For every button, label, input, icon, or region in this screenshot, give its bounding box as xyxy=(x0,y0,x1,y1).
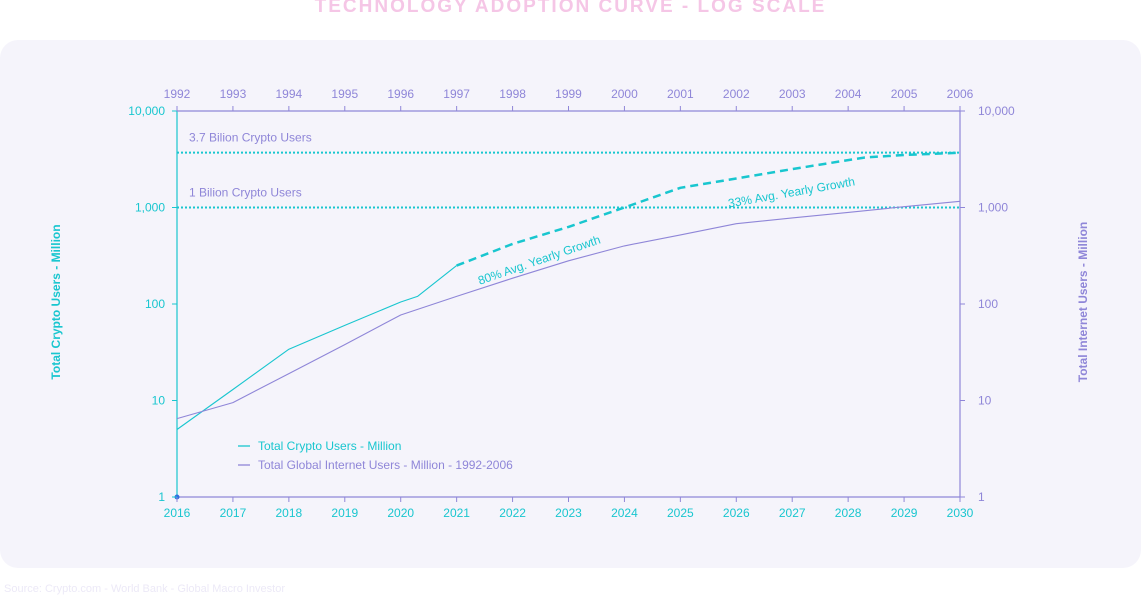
top-tick-label: 1992 xyxy=(164,87,191,101)
bottom-tick-label: 2019 xyxy=(331,506,358,520)
top-tick-label: 1995 xyxy=(331,87,358,101)
reference-line-label: 3.7 Bilion Crypto Users xyxy=(189,131,312,145)
right-tick-label: 10 xyxy=(978,394,992,408)
bottom-tick-label: 2026 xyxy=(723,506,750,520)
left-axis-title: Total Crypto Users - Million xyxy=(49,224,63,379)
internet-users-line xyxy=(176,200,961,420)
right-axis-title: Total Internet Users - Million xyxy=(1076,222,1090,382)
left-tick-label: 10,000 xyxy=(128,104,165,118)
bottom-tick-label: 2017 xyxy=(220,506,247,520)
top-tick-label: 1998 xyxy=(499,87,526,101)
chart-title: TECHNOLOGY ADOPTION CURVE - LOG SCALE xyxy=(314,0,827,17)
bottom-tick-label: 2029 xyxy=(891,506,918,520)
reference-line-label: 1 Bilion Crypto Users xyxy=(189,186,302,200)
right-tick-label: 10,000 xyxy=(978,104,1015,118)
chart-labels: 80% Avg. Yearly Growth 33% Avg. Yearly Gr… xyxy=(476,174,856,287)
bottom-tick-label: 2016 xyxy=(164,506,191,520)
top-tick-label: 2001 xyxy=(667,87,694,101)
legend: Total Crypto Users - Million Total Global… xyxy=(238,439,513,472)
bottom-tick-label: 2025 xyxy=(667,506,694,520)
growth-annotation: 33% Avg. Yearly Growth xyxy=(727,174,856,210)
top-tick-label: 2000 xyxy=(611,87,638,101)
left-tick-label: 10 xyxy=(152,394,166,408)
crypto-projection-line xyxy=(456,151,961,267)
bottom-tick-label: 2028 xyxy=(835,506,862,520)
series-lines xyxy=(176,151,961,430)
left-tick-label: 100 xyxy=(145,297,165,311)
legend-label: Total Global Internet Users - Million - … xyxy=(258,458,513,472)
top-tick-label: 2004 xyxy=(835,87,862,101)
top-tick-label: 1999 xyxy=(555,87,582,101)
bottom-tick-label: 2021 xyxy=(443,506,470,520)
right-tick-label: 100 xyxy=(978,297,998,311)
axes: 1 1 10 10 100 100 1,000 1,000 10,000 10,000 2016 20… xyxy=(49,87,1090,520)
top-tick-label: 2002 xyxy=(723,87,750,101)
right-tick-label: 1 xyxy=(978,490,985,504)
top-tick-label: 2006 xyxy=(947,87,974,101)
top-tick-label: 1994 xyxy=(276,87,303,101)
right-tick-label: 1,000 xyxy=(978,201,1008,215)
growth-annotation: 80% Avg. Yearly Growth xyxy=(476,233,602,288)
crypto-users-line xyxy=(176,265,457,430)
reference-lines: 3.7 Bilion Crypto Users 1 Bilion Crypto U… xyxy=(177,131,960,209)
bottom-tick-label: 2023 xyxy=(555,506,582,520)
bottom-tick-label: 2030 xyxy=(947,506,974,520)
legend-label: Total Crypto Users - Million xyxy=(258,439,401,453)
top-tick-label: 2003 xyxy=(779,87,806,101)
top-tick-label: 1996 xyxy=(387,87,414,101)
bottom-tick-label: 2027 xyxy=(779,506,806,520)
bottom-tick-label: 2022 xyxy=(499,506,526,520)
top-tick-label: 2005 xyxy=(891,87,918,101)
bottom-tick-label: 2018 xyxy=(276,506,303,520)
bottom-tick-label: 2024 xyxy=(611,506,638,520)
chart-panel xyxy=(0,40,1141,568)
left-tick-label: 1,000 xyxy=(135,201,165,215)
left-tick-label: 1 xyxy=(158,490,165,504)
source-note: Source: Crypto.com - World Bank - Global… xyxy=(4,583,286,595)
bottom-tick-label: 2020 xyxy=(387,506,414,520)
top-tick-label: 1993 xyxy=(220,87,247,101)
top-tick-label: 1997 xyxy=(443,87,470,101)
